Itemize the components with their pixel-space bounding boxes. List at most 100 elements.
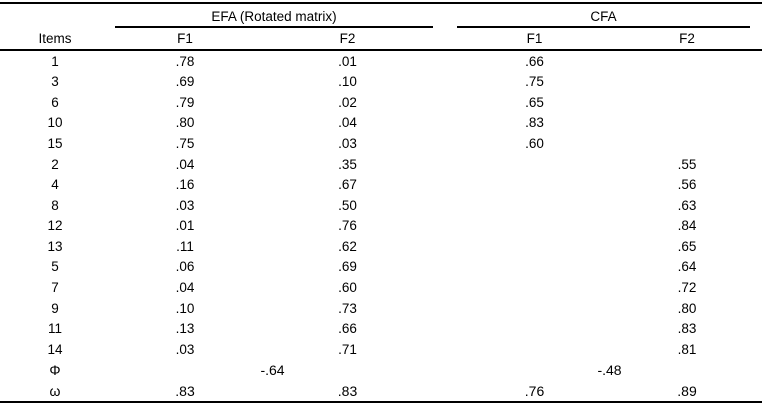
efa-f2-cell: .76 xyxy=(338,218,357,234)
efa-f2-cell: .04 xyxy=(338,115,357,131)
efa-f1-cell: .11 xyxy=(176,238,194,254)
table-body: 1 .78 .01 .66 3 .69 .10 .75 6 .79 .02 .6… xyxy=(0,50,762,402)
efa-f2-cell: .10 xyxy=(338,74,357,90)
efa-f2-cell: .02 xyxy=(338,94,357,110)
cfa-f1-cell xyxy=(457,236,612,257)
cfa-f1-column-header: F1 xyxy=(526,30,543,46)
table-row-item-15: 15 .75 .03 .60 xyxy=(0,133,762,154)
efa-group-header: EFA (Rotated matrix) xyxy=(110,3,435,28)
omega-cfa-f2-value: .89 xyxy=(677,382,697,399)
cfa-f1-cell xyxy=(457,216,612,237)
item-cell: 4 xyxy=(51,177,59,193)
efa-f2-cell: .73 xyxy=(338,300,357,316)
efa-f1-cell: .75 xyxy=(175,135,195,151)
item-cell: 5 xyxy=(51,259,59,275)
item-cell: 10 xyxy=(47,115,63,131)
gap-cell xyxy=(435,319,457,340)
item-cell: 7 xyxy=(51,280,59,296)
table-header: EFA (Rotated matrix) CFA Items F1 F2 F1 … xyxy=(0,3,762,50)
omega-cfa-f1-value: .76 xyxy=(524,382,545,399)
efa-f1-cell: .80 xyxy=(175,115,195,131)
table-row-item-10: 10 .80 .04 .83 xyxy=(0,113,762,134)
cfa-f2-cell: .81 xyxy=(677,341,697,357)
table-row-item-5: 5 .06 .69 .64 xyxy=(0,257,762,278)
cfa-f2-cell xyxy=(612,113,762,134)
efa-f1-cell: .79 xyxy=(175,94,195,110)
table-row-item-11: 11 .13 .66 .83 xyxy=(0,319,762,340)
table-row-item-14: 14 .03 .71 .81 xyxy=(0,339,762,360)
efa-f2-cell: .71 xyxy=(338,341,357,357)
cfa-f2-cell: .83 xyxy=(677,321,697,337)
cfa-f2-cell xyxy=(612,92,762,113)
cfa-group-header: CFA xyxy=(457,3,762,28)
table-row-item-13: 13 .11 .62 .65 xyxy=(0,236,762,257)
item-cell: 1 xyxy=(51,53,59,69)
efa-f2-cell: .03 xyxy=(338,135,357,151)
cfa-f1-cell xyxy=(457,195,612,216)
gap-cell xyxy=(435,298,457,319)
efa-f2-cell: .60 xyxy=(338,280,357,296)
cfa-f2-cell xyxy=(612,50,762,72)
efa-f1-cell: .06 xyxy=(175,259,195,275)
efa-f2-column-header: F2 xyxy=(339,30,356,46)
efa-f1-cell: .13 xyxy=(175,321,195,337)
efa-f2-cell: .50 xyxy=(338,197,357,213)
cfa-f2-cell: .63 xyxy=(677,197,697,213)
cfa-f2-cell: .72 xyxy=(677,280,697,296)
cfa-f1-cell xyxy=(457,154,612,175)
cfa-f2-cell xyxy=(612,72,762,93)
efa-f2-cell: .01 xyxy=(338,53,357,69)
gap-cell xyxy=(435,360,457,381)
cfa-f2-cell: .84 xyxy=(677,218,697,234)
efa-f1-cell: .04 xyxy=(175,280,195,296)
gap-cell xyxy=(435,92,457,113)
efa-f2-cell: .67 xyxy=(338,177,357,193)
gap-cell xyxy=(435,236,457,257)
efa-f2-cell: .35 xyxy=(338,156,357,172)
table-row-item-7: 7 .04 .60 .72 xyxy=(0,278,762,299)
gap-cell xyxy=(435,133,457,154)
omega-efa-f2-value: .83 xyxy=(337,382,358,399)
table-row-item-1: 1 .78 .01 .66 xyxy=(0,50,762,72)
item-cell: 3 xyxy=(51,74,59,90)
cfa-f2-cell: .65 xyxy=(677,238,697,254)
omega-symbol: ω xyxy=(49,382,61,399)
item-cell: 8 xyxy=(51,197,59,213)
cfa-f2-cell: .64 xyxy=(677,259,697,275)
cfa-f1-cell xyxy=(457,298,612,319)
efa-f1-cell: .01 xyxy=(175,218,195,234)
cfa-f1-cell: .65 xyxy=(525,94,544,110)
table-row-item-12: 12 .01 .76 .84 xyxy=(0,216,762,237)
item-cell: 13 xyxy=(47,238,63,254)
cfa-f1-cell xyxy=(457,278,612,299)
gap-cell xyxy=(435,50,457,72)
items-column-header: Items xyxy=(38,30,72,46)
efa-f1-cell: .03 xyxy=(175,197,195,213)
table-row-item-9: 9 .10 .73 .80 xyxy=(0,298,762,319)
cfa-f2-cell: .55 xyxy=(677,156,697,172)
efa-f2-cell: .66 xyxy=(338,321,357,337)
cfa-f1-cell: .66 xyxy=(525,53,544,69)
item-cell: 2 xyxy=(51,156,59,172)
cfa-f2-cell: .80 xyxy=(677,300,697,316)
gap-cell xyxy=(435,381,457,403)
table-row-omega: ω .83 .83 .76 .89 xyxy=(0,381,762,403)
efa-f1-cell: .03 xyxy=(175,341,195,357)
group-header-row: EFA (Rotated matrix) CFA xyxy=(0,3,762,28)
phi-cfa-value: -.48 xyxy=(597,362,622,379)
cfa-f1-cell xyxy=(457,319,612,340)
cfa-f1-cell: .75 xyxy=(525,74,544,90)
gap-cell xyxy=(435,154,457,175)
efa-group-label: EFA (Rotated matrix) xyxy=(115,9,434,28)
cfa-f2-cell xyxy=(612,133,762,154)
gap-cell xyxy=(435,278,457,299)
efa-f1-cell: .16 xyxy=(175,177,195,193)
table-row-phi: Φ -.64 -.48 xyxy=(0,360,762,381)
cfa-f1-cell xyxy=(457,257,612,278)
gap-cell xyxy=(435,72,457,93)
phi-efa-value: -.64 xyxy=(260,362,285,379)
gap-cell xyxy=(435,339,457,360)
cfa-f1-cell: .83 xyxy=(525,115,544,131)
cfa-f1-cell xyxy=(457,175,612,196)
